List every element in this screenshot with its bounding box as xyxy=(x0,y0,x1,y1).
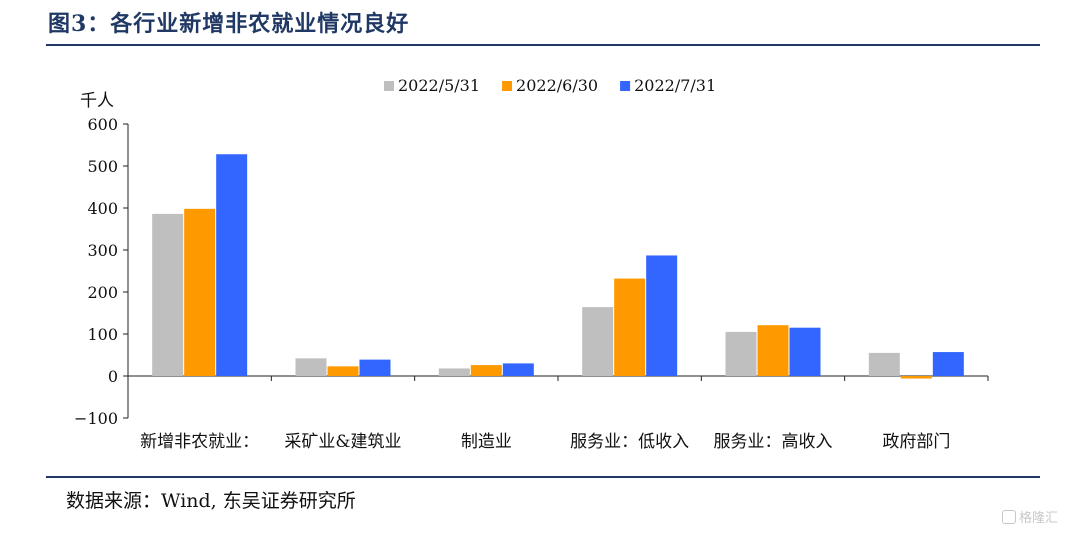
bar xyxy=(757,325,789,376)
legend-swatch xyxy=(384,81,394,91)
legend-label: 2022/5/31 xyxy=(398,76,480,95)
title-rule xyxy=(46,44,1040,46)
bar xyxy=(295,358,327,376)
x-category-label: 服务业：高收入 xyxy=(714,432,833,452)
bar xyxy=(932,352,964,376)
x-category-label: 采矿业&建筑业 xyxy=(284,432,401,452)
legend-swatch xyxy=(502,81,513,91)
y-tick-label: 200 xyxy=(87,283,118,302)
bar xyxy=(900,376,932,379)
legend-label: 2022/6/30 xyxy=(516,76,598,95)
legend-label: 2022/7/31 xyxy=(634,76,716,95)
watermark-logo-icon xyxy=(1001,510,1016,524)
y-tick-label: −100 xyxy=(74,409,118,428)
y-axis-unit-label: 千人 xyxy=(80,91,114,111)
bar xyxy=(789,327,821,376)
watermark-text: 格隆汇 xyxy=(1018,511,1058,526)
y-tick-label: 300 xyxy=(87,241,118,260)
bar xyxy=(725,331,757,376)
y-tick-label: 0 xyxy=(108,367,118,386)
legend-swatch xyxy=(620,81,631,91)
y-tick-label: 400 xyxy=(87,199,118,218)
bar xyxy=(646,255,678,376)
y-tick-label: 100 xyxy=(87,325,118,344)
bar xyxy=(327,366,359,376)
bar xyxy=(582,307,614,376)
figure-title: 图3：各行业新增非农就业情况良好 xyxy=(48,11,410,37)
source-note: 数据来源：Wind, 东吴证券研究所 xyxy=(66,490,356,512)
bar xyxy=(868,352,900,376)
x-category-label: 新增非农就业： xyxy=(140,432,259,452)
bar xyxy=(216,154,248,376)
watermark: 格隆汇 xyxy=(1001,507,1058,526)
source-rule xyxy=(46,476,1040,478)
y-tick-label: 600 xyxy=(87,115,118,134)
x-category-label: 服务业：低收入 xyxy=(570,432,689,452)
bar xyxy=(184,208,216,376)
bar xyxy=(152,213,184,376)
bar xyxy=(614,278,646,376)
bar xyxy=(470,365,502,376)
x-category-label: 政府部门 xyxy=(882,432,950,452)
bar xyxy=(359,359,391,376)
x-category-label: 制造业 xyxy=(461,432,512,452)
bar xyxy=(502,363,534,376)
bar xyxy=(438,368,470,376)
y-tick-label: 500 xyxy=(87,157,118,176)
